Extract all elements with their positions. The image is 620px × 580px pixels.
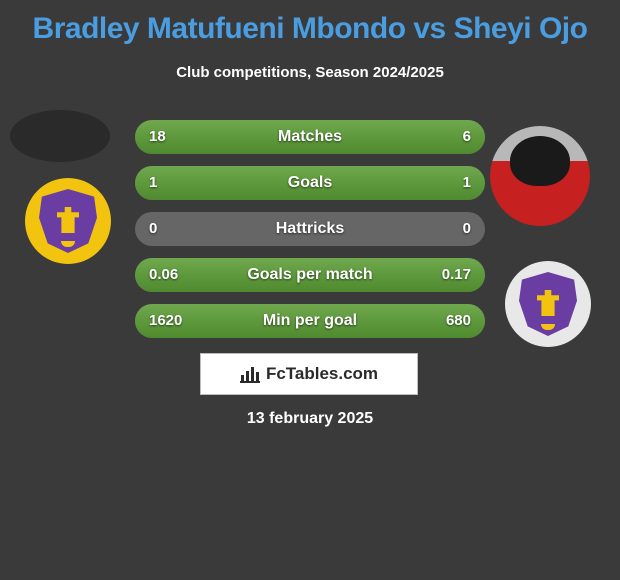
stat-value-right: 6 (463, 120, 471, 154)
stat-row: 18 Matches 6 (135, 120, 485, 154)
stat-value-right: 1 (463, 166, 471, 200)
shield-icon (519, 272, 577, 336)
stat-row: 0 Hattricks 0 (135, 212, 485, 246)
stat-label: Goals (135, 166, 485, 200)
bar-chart-icon (240, 365, 260, 383)
player-left-avatar (10, 110, 110, 162)
stat-label: Goals per match (135, 258, 485, 292)
stat-row: 1 Goals 1 (135, 166, 485, 200)
stat-value-right: 0 (463, 212, 471, 246)
stat-label: Hattricks (135, 212, 485, 246)
stat-row: 1620 Min per goal 680 (135, 304, 485, 338)
stat-label: Min per goal (135, 304, 485, 338)
stat-value-right: 680 (446, 304, 471, 338)
stat-label: Matches (135, 120, 485, 154)
stats-table: 18 Matches 6 1 Goals 1 0 Hattricks 0 0.0… (135, 120, 485, 350)
stat-value-right: 0.17 (442, 258, 471, 292)
stat-row: 0.06 Goals per match 0.17 (135, 258, 485, 292)
player-right-avatar (490, 126, 590, 226)
shield-icon (39, 189, 97, 253)
player-right-club-logo (505, 261, 591, 347)
subtitle: Club competitions, Season 2024/2025 (0, 64, 620, 81)
site-brand-badge[interactable]: FcTables.com (200, 353, 418, 395)
page-title: Bradley Matufueni Mbondo vs Sheyi Ojo (0, 0, 620, 46)
player-left-club-logo (25, 178, 111, 264)
date-text: 13 february 2025 (0, 410, 620, 428)
site-brand-text: FcTables.com (266, 364, 378, 384)
